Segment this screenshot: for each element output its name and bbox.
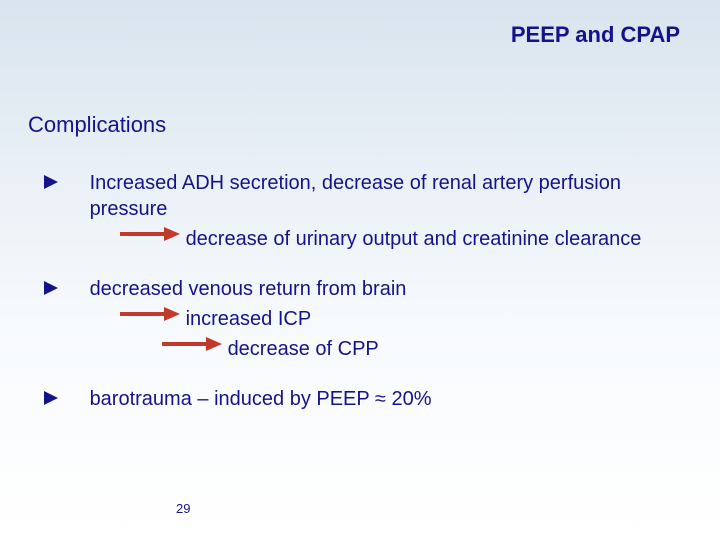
bullet-item: Increased ADH secretion, decrease of ren… xyxy=(44,170,674,252)
bullet-body: decreased venous return from brain incre… xyxy=(90,276,670,362)
bullet-text: Increased ADH secretion, decrease of ren… xyxy=(90,172,621,220)
bullet-body: Increased ADH secretion, decrease of ren… xyxy=(90,170,670,252)
page-title: PEEP and CPAP xyxy=(511,22,680,48)
bullet-item: barotrauma – induced by PEEP ≈ 20% xyxy=(44,386,674,412)
content-area: Increased ADH secretion, decrease of ren… xyxy=(44,170,674,436)
sub-row: decrease of urinary output and creatinin… xyxy=(118,226,670,252)
slide: PEEP and CPAP Complications Increased AD… xyxy=(0,0,720,540)
bullet-item: decreased venous return from brain incre… xyxy=(44,276,674,362)
sub-row: decrease of CPP xyxy=(160,336,670,362)
sub-row: increased ICP xyxy=(118,306,670,332)
bullet-arrowhead-icon xyxy=(44,170,84,196)
arrow-right-icon xyxy=(160,336,222,352)
bullet-text: barotrauma – induced by PEEP ≈ 20% xyxy=(90,388,432,410)
page-number: 29 xyxy=(176,501,190,516)
section-heading: Complications xyxy=(28,112,166,138)
sub-text: decrease of CPP xyxy=(228,336,379,362)
bullet-text: decreased venous return from brain xyxy=(90,278,407,300)
bullet-arrowhead-icon xyxy=(44,276,84,302)
arrow-right-icon xyxy=(118,226,180,242)
sub-text: increased ICP xyxy=(186,306,312,332)
bullet-arrowhead-icon xyxy=(44,386,84,412)
arrow-right-icon xyxy=(118,306,180,322)
sub-text: decrease of urinary output and creatinin… xyxy=(186,226,642,252)
bullet-body: barotrauma – induced by PEEP ≈ 20% xyxy=(90,386,670,412)
